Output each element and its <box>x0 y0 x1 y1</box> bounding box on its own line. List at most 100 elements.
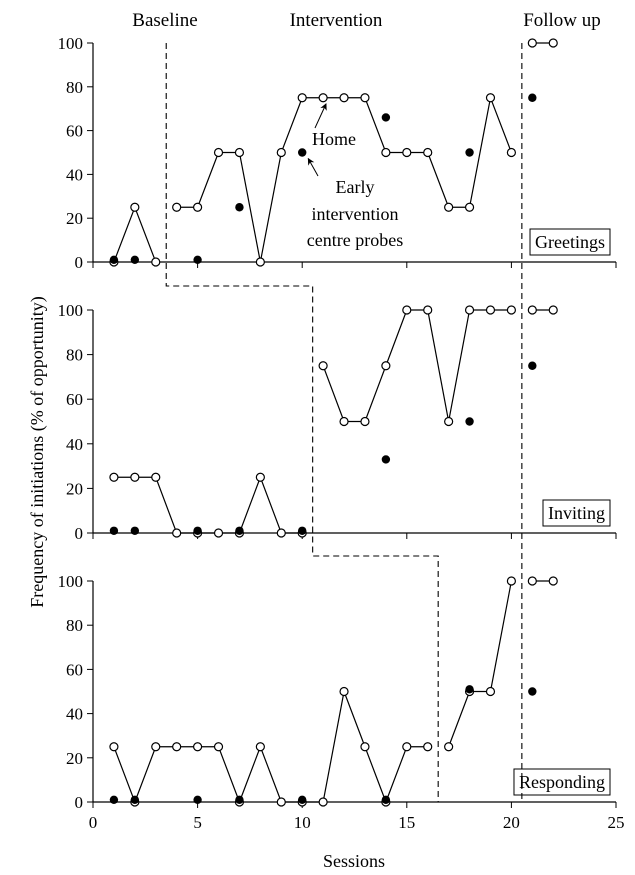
probe-point <box>109 526 119 535</box>
probe-point <box>130 526 140 535</box>
probe-point <box>235 526 244 535</box>
home-series-line <box>448 580 512 747</box>
y-tick-label: 20 <box>66 479 83 498</box>
probe-point <box>193 795 202 804</box>
home-point <box>381 361 391 371</box>
probe-point <box>193 255 202 265</box>
annotation-arrow-home <box>314 103 327 129</box>
panel-greetings: 0 20 40 60 80 100 Greetings <box>58 34 617 272</box>
annotation-probes-line2: intervention <box>312 204 399 224</box>
panel-responding: 0 20 40 60 80 100 0 5 10 15 20 25 Responding <box>58 572 625 832</box>
home-point <box>548 38 558 48</box>
x-tick-label: 10 <box>294 813 311 832</box>
home-point <box>193 202 203 212</box>
y-tick-label: 60 <box>66 390 83 409</box>
home-point <box>423 305 433 315</box>
home-point <box>130 202 140 212</box>
home-point <box>360 93 370 103</box>
home-series-line <box>322 309 512 423</box>
y-tick-label: 80 <box>66 616 83 635</box>
panel-label: Responding <box>519 772 605 792</box>
home-point <box>276 147 286 158</box>
probe-point <box>465 685 474 694</box>
home-point <box>506 305 516 315</box>
home-point <box>130 472 140 482</box>
home-point <box>234 147 245 158</box>
home-point <box>213 742 224 752</box>
x-tick-label: 0 <box>89 813 98 832</box>
y-tick-label: 0 <box>75 253 84 272</box>
probe-point <box>130 795 140 804</box>
y-tick-label: 40 <box>66 705 83 724</box>
home-point <box>506 147 516 158</box>
home-point <box>527 576 537 586</box>
home-point <box>485 305 496 315</box>
panel-label-box <box>513 768 611 796</box>
annotation-home: Home <box>312 129 356 149</box>
home-point <box>423 147 433 158</box>
phase-label-follow-up: Follow up <box>523 10 601 31</box>
panel-label-box <box>529 228 611 256</box>
panel-label-box <box>542 499 611 527</box>
home-point <box>109 742 119 752</box>
probe-point <box>109 795 119 804</box>
probe-point <box>298 795 307 804</box>
home-point <box>172 202 182 212</box>
y-tick-label: 0 <box>75 793 84 812</box>
home-series-line <box>113 475 303 534</box>
probe-point <box>235 795 244 804</box>
home-point <box>339 416 349 427</box>
y-tick-label: 40 <box>66 435 83 454</box>
home-point <box>151 257 161 267</box>
phase-labels: Baseline Intervention Follow up <box>132 10 601 31</box>
home-point <box>402 742 412 752</box>
annotation-arrow-probes <box>307 157 319 177</box>
home-point <box>339 93 349 103</box>
home-point <box>444 202 454 212</box>
home-point <box>506 576 516 586</box>
annotation-probes-line3: centre probes <box>307 230 403 250</box>
home-point <box>109 472 119 482</box>
home-point <box>297 93 307 103</box>
y-tick-label: 20 <box>66 209 83 228</box>
y-tick-label: 100 <box>58 572 84 591</box>
home-point <box>527 38 537 48</box>
home-point <box>527 305 537 315</box>
home-point <box>255 742 265 752</box>
probe-point <box>130 255 140 265</box>
home-series-line <box>113 689 428 804</box>
home-point <box>172 742 182 752</box>
home-point <box>485 686 496 697</box>
y-tick-label: 0 <box>75 524 84 543</box>
probe-point <box>465 148 474 157</box>
home-point <box>318 797 328 807</box>
panel-label: Greetings <box>535 232 605 252</box>
panel-label: Inviting <box>548 503 605 523</box>
home-point <box>213 528 224 538</box>
home-point <box>318 361 328 371</box>
y-axis-title: Frequency of initiations (% of opportuni… <box>27 296 48 607</box>
panel-inviting: 0 20 40 60 80 100 Inviting <box>58 301 617 543</box>
y-tick-label: 100 <box>58 34 84 53</box>
probe-point <box>381 795 391 804</box>
probe-point <box>528 687 537 696</box>
home-point <box>339 686 349 697</box>
home-point <box>213 147 224 158</box>
home-point <box>548 576 558 586</box>
home-point <box>423 742 433 752</box>
x-tick-label: 15 <box>398 813 415 832</box>
x-tick-label: 5 <box>193 813 202 832</box>
home-point <box>402 147 412 158</box>
home-point <box>464 305 475 315</box>
home-series-line <box>113 205 157 263</box>
x-tick-label: 25 <box>608 813 625 832</box>
y-tick-label: 60 <box>66 660 83 679</box>
home-point <box>444 416 454 427</box>
probe-point <box>193 526 202 535</box>
probe-point <box>528 361 537 370</box>
home-point <box>151 742 161 752</box>
probe-point <box>109 255 119 265</box>
home-point <box>318 93 328 103</box>
home-point <box>464 202 475 212</box>
home-point <box>255 472 265 482</box>
